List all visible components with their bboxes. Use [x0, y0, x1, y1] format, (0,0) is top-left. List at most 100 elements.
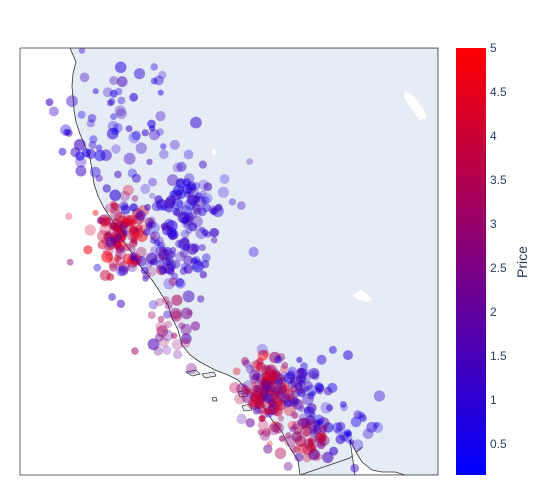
price-point	[274, 398, 284, 408]
price-point	[266, 440, 273, 447]
price-point	[65, 212, 73, 220]
colorbar-tick-label: 5	[490, 41, 497, 55]
price-point	[274, 355, 283, 364]
price-point	[117, 96, 126, 105]
price-point	[171, 332, 178, 339]
price-point	[109, 89, 118, 98]
colorbar-tick-label: 1.5	[490, 349, 507, 363]
price-point	[357, 411, 366, 420]
price-point	[257, 429, 264, 436]
price-point	[135, 224, 143, 232]
price-point	[271, 370, 281, 379]
price-point	[300, 424, 313, 437]
price-point	[119, 222, 126, 229]
price-point	[269, 421, 281, 433]
price-point	[111, 127, 119, 136]
price-point	[343, 350, 353, 361]
price-point	[144, 203, 152, 211]
price-point	[241, 391, 254, 404]
price-point	[48, 106, 59, 117]
price-point	[180, 333, 192, 345]
price-point	[202, 203, 211, 213]
price-point	[179, 249, 188, 258]
price-point	[372, 422, 384, 433]
price-point	[110, 209, 123, 221]
price-point	[170, 272, 179, 280]
price-point	[302, 393, 314, 406]
price-point	[146, 158, 153, 166]
price-point	[159, 266, 168, 275]
price-point	[191, 203, 200, 212]
price-point	[283, 388, 294, 399]
price-point	[84, 224, 96, 236]
price-point	[210, 236, 218, 244]
price-point	[109, 189, 121, 202]
price-point	[113, 123, 123, 133]
price-point	[105, 236, 116, 248]
price-point	[271, 391, 281, 400]
price-point	[186, 243, 199, 255]
price-point	[88, 141, 97, 150]
price-point	[171, 294, 183, 306]
price-point	[259, 415, 266, 422]
price-point	[307, 438, 316, 446]
price-point	[85, 148, 96, 160]
price-point	[114, 247, 127, 259]
price-point	[339, 400, 347, 408]
price-point	[162, 345, 172, 355]
price-point	[148, 300, 158, 310]
price-point	[248, 369, 261, 381]
price-point	[166, 260, 177, 271]
price-point	[66, 258, 74, 266]
price-point	[366, 421, 378, 433]
price-point	[292, 445, 301, 454]
price-point	[171, 339, 183, 351]
price-point	[172, 208, 181, 216]
price-point	[308, 424, 318, 434]
price-point	[320, 402, 332, 414]
price-point	[297, 367, 305, 375]
price-point	[277, 382, 288, 393]
price-point	[373, 421, 380, 429]
price-point	[146, 221, 154, 229]
price-point	[83, 245, 93, 255]
price-point	[150, 231, 161, 242]
price-point	[97, 240, 107, 250]
price-point	[149, 237, 157, 244]
price-point	[136, 246, 147, 258]
price-point	[92, 209, 99, 216]
price-point	[291, 431, 303, 442]
price-point	[263, 368, 276, 381]
price-point	[267, 423, 280, 436]
price-point	[200, 189, 207, 196]
price-point	[298, 405, 306, 413]
price-point	[245, 418, 255, 428]
price-point	[268, 397, 275, 405]
price-point	[99, 216, 111, 228]
price-point	[175, 200, 185, 210]
price-point	[108, 257, 120, 269]
price-point	[131, 195, 139, 202]
price-point	[75, 151, 85, 161]
price-point	[160, 143, 167, 150]
price-point	[252, 372, 261, 381]
price-point	[149, 232, 157, 240]
price-point	[297, 388, 306, 398]
price-point	[273, 385, 284, 396]
price-point	[99, 224, 111, 236]
map-frame	[19, 47, 439, 476]
price-point	[104, 203, 114, 213]
price-point	[271, 393, 279, 402]
price-point	[183, 149, 194, 160]
price-point	[256, 343, 268, 356]
price-point	[114, 170, 122, 179]
price-point	[317, 388, 324, 395]
price-point	[362, 428, 374, 440]
price-point	[315, 387, 322, 394]
price-point	[200, 195, 210, 205]
price-point	[258, 415, 266, 423]
price-point	[217, 186, 229, 198]
price-point	[154, 333, 164, 342]
price-point	[135, 142, 147, 154]
